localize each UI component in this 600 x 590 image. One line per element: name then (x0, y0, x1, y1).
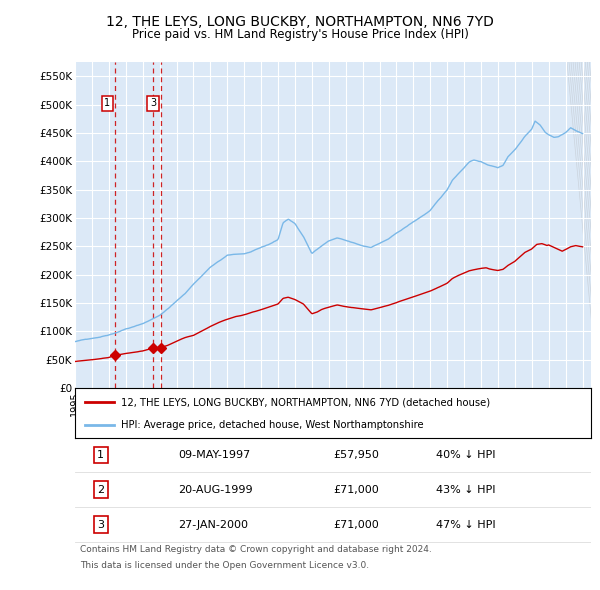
Text: 12, THE LEYS, LONG BUCKBY, NORTHAMPTON, NN6 7YD: 12, THE LEYS, LONG BUCKBY, NORTHAMPTON, … (106, 15, 494, 29)
Text: This data is licensed under the Open Government Licence v3.0.: This data is licensed under the Open Gov… (80, 560, 369, 569)
Text: HPI: Average price, detached house, West Northamptonshire: HPI: Average price, detached house, West… (121, 420, 424, 430)
Text: 47% ↓ HPI: 47% ↓ HPI (436, 520, 496, 530)
Text: 27-JAN-2000: 27-JAN-2000 (178, 520, 248, 530)
Text: Contains HM Land Registry data © Crown copyright and database right 2024.: Contains HM Land Registry data © Crown c… (80, 545, 432, 554)
Text: 12, THE LEYS, LONG BUCKBY, NORTHAMPTON, NN6 7YD (detached house): 12, THE LEYS, LONG BUCKBY, NORTHAMPTON, … (121, 397, 491, 407)
Text: Price paid vs. HM Land Registry's House Price Index (HPI): Price paid vs. HM Land Registry's House … (131, 28, 469, 41)
Text: 3: 3 (150, 99, 156, 109)
Text: 40% ↓ HPI: 40% ↓ HPI (436, 450, 496, 460)
Text: 1: 1 (97, 450, 104, 460)
Text: £71,000: £71,000 (333, 520, 379, 530)
Text: 3: 3 (97, 520, 104, 530)
Text: 1: 1 (104, 99, 110, 109)
Text: 43% ↓ HPI: 43% ↓ HPI (436, 485, 496, 495)
Text: £71,000: £71,000 (333, 485, 379, 495)
Text: 09-MAY-1997: 09-MAY-1997 (178, 450, 250, 460)
Text: 2: 2 (97, 485, 104, 495)
Text: £57,950: £57,950 (333, 450, 379, 460)
Text: 20-AUG-1999: 20-AUG-1999 (178, 485, 253, 495)
